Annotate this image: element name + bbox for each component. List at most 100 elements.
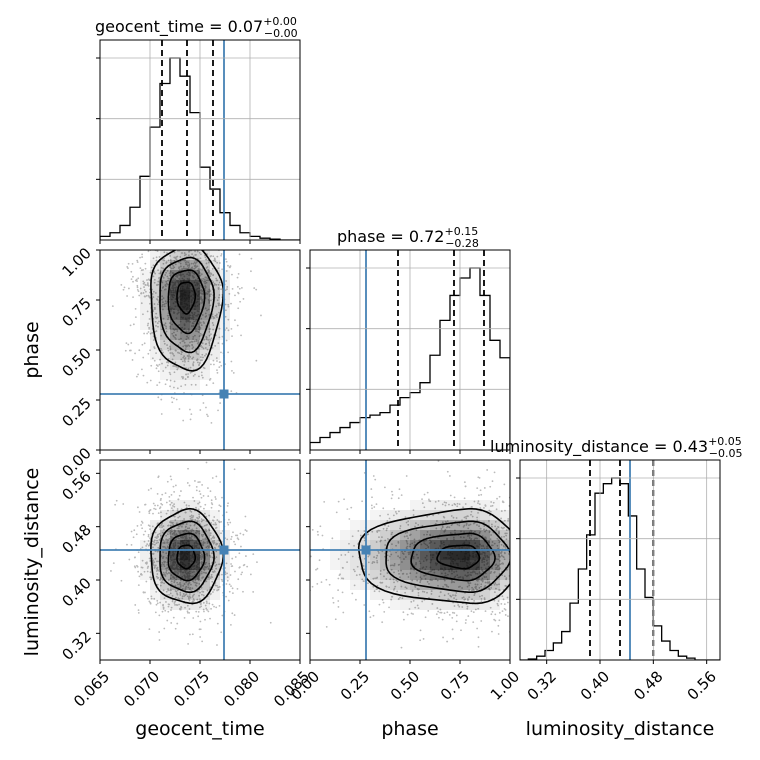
scatter-point <box>208 602 211 605</box>
scatter-point <box>170 267 173 270</box>
scatter-point <box>405 475 408 477</box>
scatter-point <box>152 290 155 293</box>
scatter-point <box>400 569 402 572</box>
scatter-point <box>211 313 214 316</box>
scatter-point <box>480 597 483 600</box>
scatter-point <box>372 475 375 477</box>
scatter-point <box>201 243 203 245</box>
scatter-point <box>150 595 153 598</box>
density-bin <box>160 560 170 570</box>
density-bin <box>160 260 170 270</box>
scatter-point <box>169 345 171 348</box>
scatter-point <box>230 535 233 538</box>
scatter-point <box>202 601 205 604</box>
density-bin <box>470 530 480 540</box>
scatter-point <box>275 521 277 523</box>
scatter-point <box>201 221 203 223</box>
density-bin <box>210 280 220 290</box>
scatter-point <box>498 555 501 558</box>
scatter-point <box>524 608 526 610</box>
scatter-point <box>418 588 420 591</box>
scatter-point <box>221 573 223 576</box>
scatter-point <box>216 622 219 625</box>
scatter-point <box>183 252 186 254</box>
scatter-point <box>528 568 530 570</box>
density-bin <box>370 550 380 560</box>
scatter-point <box>477 645 480 648</box>
scatter-point <box>216 519 219 521</box>
scatter-point <box>412 599 415 602</box>
scatter-point <box>146 567 149 569</box>
scatter-point <box>142 533 145 536</box>
scatter-point <box>498 495 501 498</box>
scatter-point <box>455 591 458 594</box>
scatter-point <box>211 603 214 606</box>
scatter-point <box>177 498 180 501</box>
scatter-point <box>524 576 526 578</box>
scatter-point <box>157 541 159 544</box>
scatter-point <box>174 338 177 340</box>
scatter-point <box>158 363 161 366</box>
scatter-point <box>483 525 486 527</box>
scatter-point <box>187 245 189 247</box>
scatter-point <box>203 367 206 370</box>
density-bin <box>170 380 180 390</box>
scatter-point <box>217 283 220 286</box>
density-bin <box>160 570 170 580</box>
scatter-point <box>220 520 222 523</box>
scatter-point <box>530 559 532 561</box>
scatter-point <box>185 253 187 256</box>
scatter-point <box>174 361 177 364</box>
scatter-point <box>172 485 175 488</box>
density-bin <box>190 320 200 330</box>
density-bin <box>360 540 370 550</box>
scatter-point <box>219 481 222 483</box>
scatter-point <box>158 639 161 641</box>
scatter-point <box>147 284 150 287</box>
scatter-point <box>210 499 213 502</box>
scatter-point <box>200 605 203 608</box>
scatter-point <box>163 597 166 600</box>
scatter-point <box>342 577 345 580</box>
density-bin <box>160 280 170 290</box>
density-bin <box>160 340 170 350</box>
scatter-point <box>166 220 168 222</box>
density-bin <box>430 500 440 510</box>
scatter-point <box>498 567 501 570</box>
scatter-point <box>153 507 156 510</box>
scatter-point <box>490 544 493 547</box>
scatter-point <box>522 513 524 515</box>
density-bin <box>430 540 440 550</box>
scatter-point <box>188 597 190 600</box>
scatter-point <box>339 573 341 576</box>
density-bin <box>370 510 380 520</box>
scatter-point <box>497 553 500 556</box>
scatter-point <box>443 516 446 519</box>
scatter-point <box>194 262 197 265</box>
scatter-point <box>424 578 427 580</box>
scatter-point <box>146 570 149 573</box>
contour-line <box>176 281 197 315</box>
density-bin <box>160 540 170 550</box>
density-bin <box>150 540 160 550</box>
scatter-point <box>473 592 476 595</box>
contour-line <box>385 520 510 593</box>
scatter-point <box>205 338 208 341</box>
density-bin <box>400 530 410 540</box>
scatter-point <box>203 565 206 568</box>
scatter-point <box>110 227 112 229</box>
scatter-point <box>346 508 349 511</box>
scatter-point <box>416 604 419 607</box>
density-bin <box>180 310 190 320</box>
scatter-point <box>147 489 150 491</box>
scatter-point <box>193 523 196 526</box>
scatter-point <box>373 556 375 558</box>
scatter-point <box>192 363 194 365</box>
scatter-point <box>173 371 176 374</box>
scatter-point <box>165 501 168 504</box>
scatter-point <box>153 539 156 542</box>
scatter-point <box>178 241 180 243</box>
scatter-point <box>147 535 150 538</box>
scatter-point <box>190 413 193 415</box>
scatter-point <box>479 489 482 492</box>
